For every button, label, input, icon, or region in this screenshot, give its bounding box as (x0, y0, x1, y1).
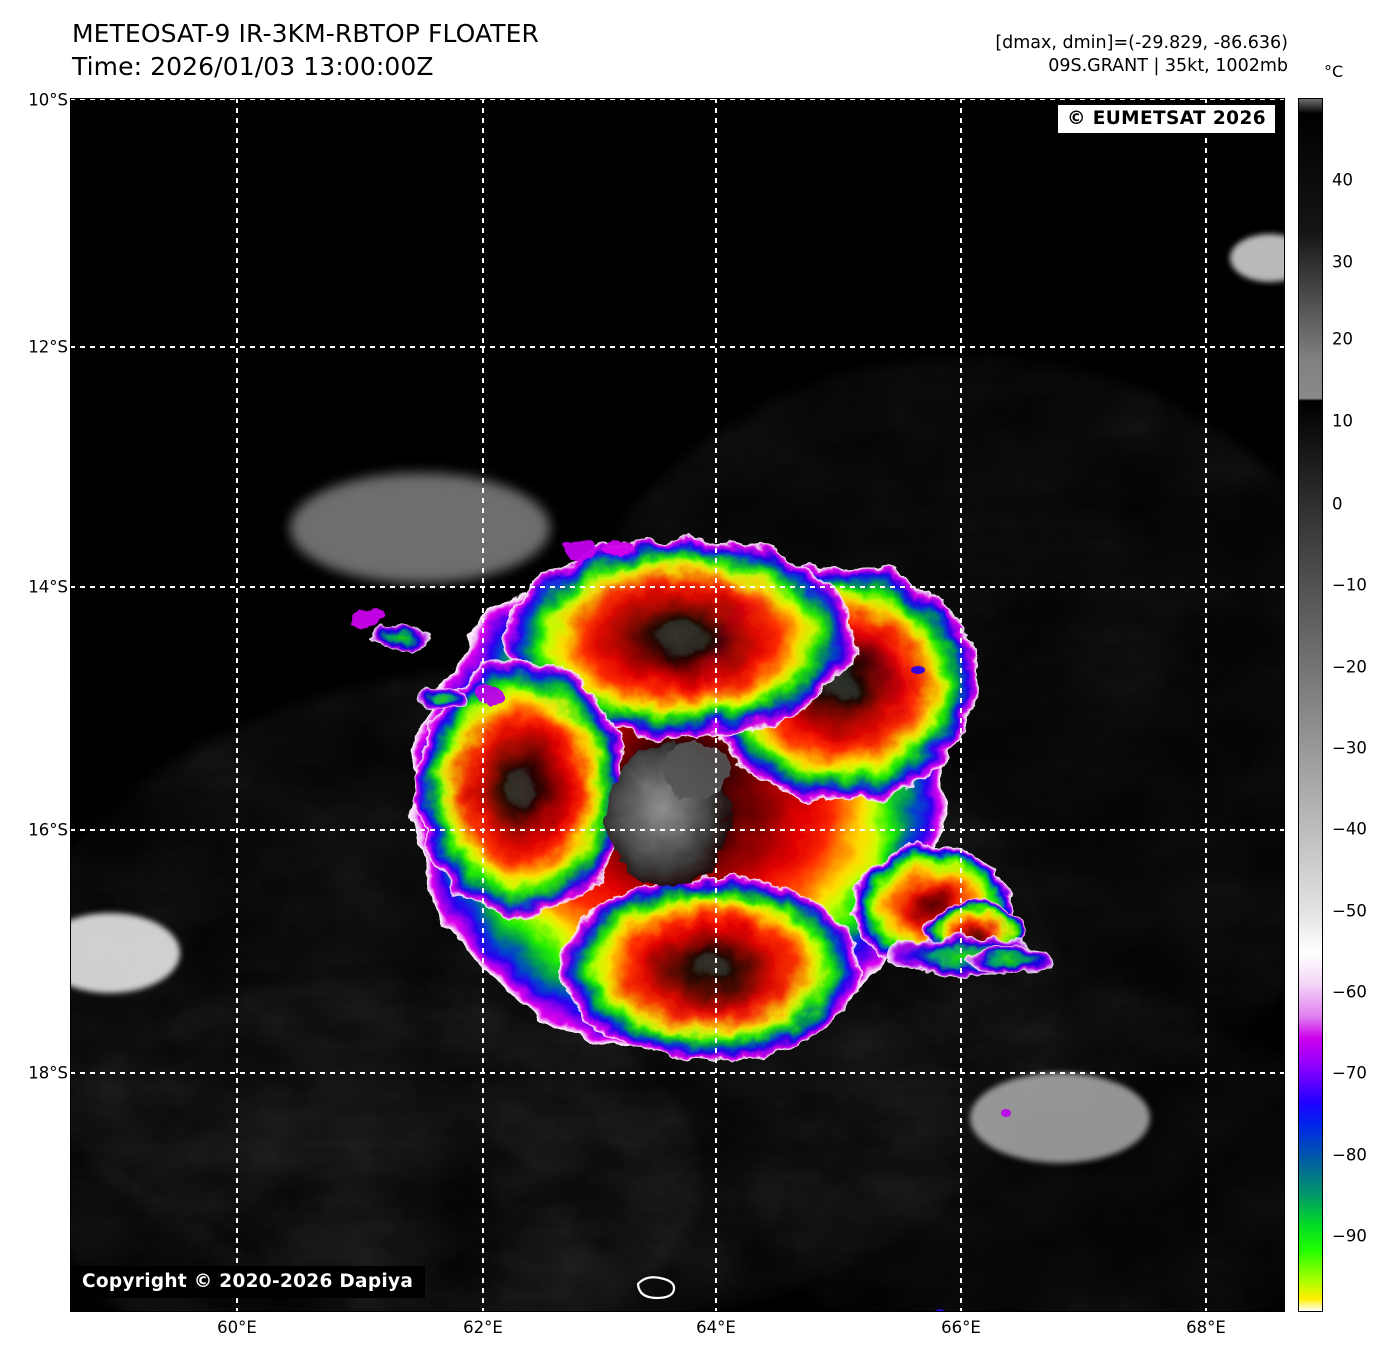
xtick-label-2: 64°E (696, 1318, 736, 1337)
xtick-label-3: 66°E (941, 1318, 981, 1337)
cbar-tick-label-1: 30 (1332, 252, 1353, 272)
cbar-tick-label-8: −40 (1332, 819, 1367, 839)
gridline-lat-12s (70, 346, 1285, 348)
gridline-lat-14s (70, 586, 1285, 588)
ytick-label-2: 14°S (28, 577, 68, 597)
colorbar-gradient (1299, 99, 1322, 1311)
cbar-tick-label-13: −90 (1332, 1226, 1367, 1246)
ytick-label-1: 12°S (28, 337, 68, 357)
satellite-image-plot[interactable]: © EUMETSAT 2026 Copyright © 2020-2026 Da… (70, 98, 1285, 1312)
cbar-tick-label-4: 0 (1332, 494, 1343, 514)
dapiya-copyright-badge: Copyright © 2020-2026 Dapiya (70, 1266, 426, 1298)
storm-info-label: 09S.GRANT | 35kt, 1002mb (1048, 56, 1288, 77)
gridline-lon-68e (1205, 98, 1207, 1312)
metadata-block: [dmax, dmin]=(-29.829, -86.636) 09S.GRAN… (995, 32, 1288, 78)
dmax-dmin-label: [dmax, dmin]=(-29.829, -86.636) (995, 33, 1288, 53)
xtick-label-0: 60°E (217, 1318, 257, 1337)
gridline-lon-66e (960, 98, 962, 1312)
eumetsat-copyright-badge: © EUMETSAT 2026 (1057, 105, 1275, 133)
gridline-lat-16s (70, 829, 1285, 831)
cbar-tick-label-5: −10 (1332, 575, 1367, 595)
cbar-tick-label-10: −60 (1332, 982, 1367, 1002)
gridline-lon-60e (236, 98, 238, 1312)
colorbar-unit-label: °C (1324, 62, 1344, 81)
page-title: METEOSAT-9 IR-3KM-RBTOP FLOATER (72, 19, 539, 48)
gridline-lon-64e (715, 98, 717, 1312)
cbar-tick-label-7: −30 (1332, 738, 1367, 758)
cbar-tick-label-11: −70 (1332, 1063, 1367, 1083)
gridline-lon-62e (482, 98, 484, 1312)
title-block: METEOSAT-9 IR-3KM-RBTOP FLOATER Time: 20… (72, 18, 539, 83)
cbar-tick-label-6: −20 (1332, 657, 1367, 677)
gridline-lat-18s (70, 1072, 1285, 1074)
temperature-colorbar[interactable] (1298, 98, 1323, 1312)
timestamp-label: Time: 2026/01/03 13:00:00Z (72, 51, 434, 81)
gridline-lat-10s (70, 98, 1285, 100)
cbar-tick-label-12: −80 (1332, 1145, 1367, 1165)
cbar-tick-label-2: 20 (1332, 329, 1353, 349)
xtick-label-1: 62°E (463, 1318, 503, 1337)
ytick-label-4: 18°S (28, 1063, 68, 1083)
ytick-label-0: 10°S (28, 90, 68, 110)
xtick-label-4: 68°E (1186, 1318, 1226, 1337)
cbar-tick-label-9: −50 (1332, 901, 1367, 921)
cbar-tick-label-3: 10 (1332, 411, 1353, 431)
cbar-tick-label-0: 40 (1332, 170, 1353, 190)
ytick-label-3: 16°S (28, 820, 68, 840)
satellite-imagery (70, 98, 1285, 1312)
